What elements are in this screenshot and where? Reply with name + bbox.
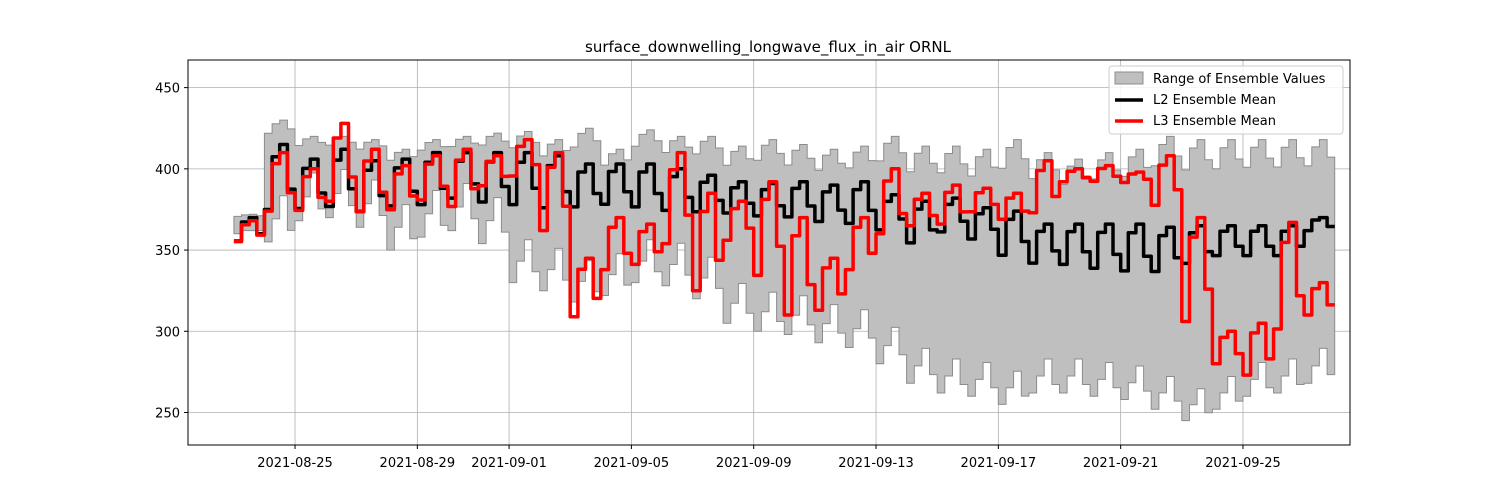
legend-l3-label: L3 Ensemble Mean	[1153, 114, 1276, 129]
legend-range-label: Range of Ensemble Values	[1153, 72, 1326, 87]
plot-frame	[187, 59, 1351, 446]
series-line-layer	[233, 121, 1335, 377]
chart-title: surface_downwelling_longwave_flux_in_air…	[585, 38, 952, 57]
l2-ensemble-mean-line	[233, 142, 1335, 274]
legend-range-swatch	[1114, 71, 1144, 85]
l3-ensemble-mean-line	[233, 121, 1335, 377]
y-tick-label: 250	[155, 407, 180, 422]
y-tick-label: 350	[155, 244, 180, 259]
legend-box	[1108, 65, 1344, 135]
x-tick-label: 2021-09-13	[838, 456, 914, 471]
y-tick-label: 450	[155, 82, 180, 97]
y-tick-label: 400	[155, 163, 180, 178]
x-tick-label: 2021-09-17	[961, 456, 1037, 471]
x-tick-label: 2021-09-25	[1205, 456, 1281, 471]
x-tick-label: 2021-09-01	[471, 456, 547, 471]
y-tick-label: 300	[155, 325, 180, 340]
legend-l2-label: L2 Ensemble Mean	[1153, 93, 1276, 108]
x-tick-label: 2021-09-09	[716, 456, 792, 471]
x-tick-label: 2021-08-29	[380, 456, 456, 471]
x-tick-label: 2021-09-21	[1083, 456, 1159, 471]
legend: Range of Ensemble Values L2 Ensemble Mea…	[1108, 65, 1344, 135]
x-tick-label: 2021-08-25	[257, 456, 333, 471]
tick-layer: 2021-08-25 2021-08-29 2021-09-01 2021-09-05…	[155, 82, 1281, 471]
x-tick-label: 2021-09-05	[594, 456, 670, 471]
